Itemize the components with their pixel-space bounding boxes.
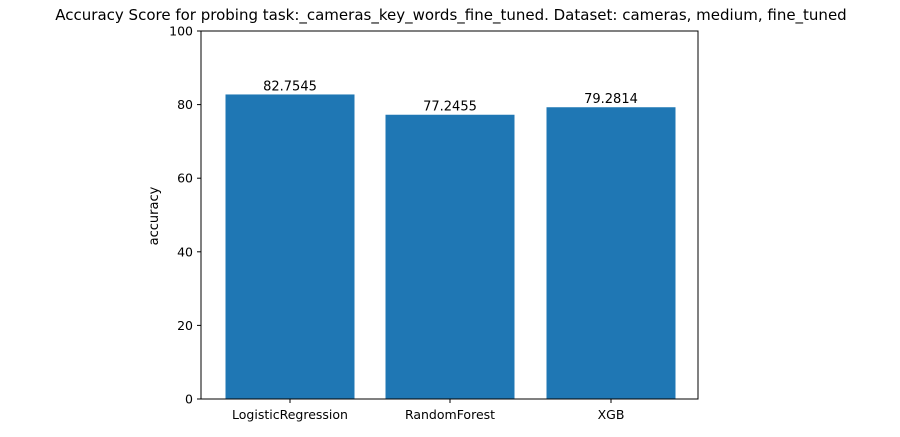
chart-title: Accuracy Score for probing task:_cameras… [55, 6, 846, 25]
bar-value-label: 77.2455 [423, 100, 477, 115]
x-tick-label: LogisticRegression [232, 407, 348, 422]
y-axis-label: accuracy [147, 186, 162, 245]
bar-value-label: 82.7545 [263, 79, 317, 94]
bar-value-label: 79.2814 [584, 92, 638, 107]
y-tick-label: 0 [185, 392, 193, 407]
y-tick-label: 60 [177, 171, 193, 186]
bar-logisticregression [225, 94, 355, 400]
y-tick-label: 40 [177, 244, 193, 259]
bar-randomforest [385, 114, 515, 400]
axes-frame [200, 30, 699, 400]
y-tick-label: 100 [169, 24, 193, 39]
bar-xgb [546, 107, 676, 400]
y-tick-label: 80 [177, 97, 193, 112]
plot-area: 82.7545 LogisticRegression 77.2455 RandomFo… [169, 24, 699, 422]
x-tick-label: XGB [598, 407, 625, 422]
y-tick-label: 20 [177, 318, 193, 333]
x-tick-label: RandomForest [405, 407, 495, 422]
